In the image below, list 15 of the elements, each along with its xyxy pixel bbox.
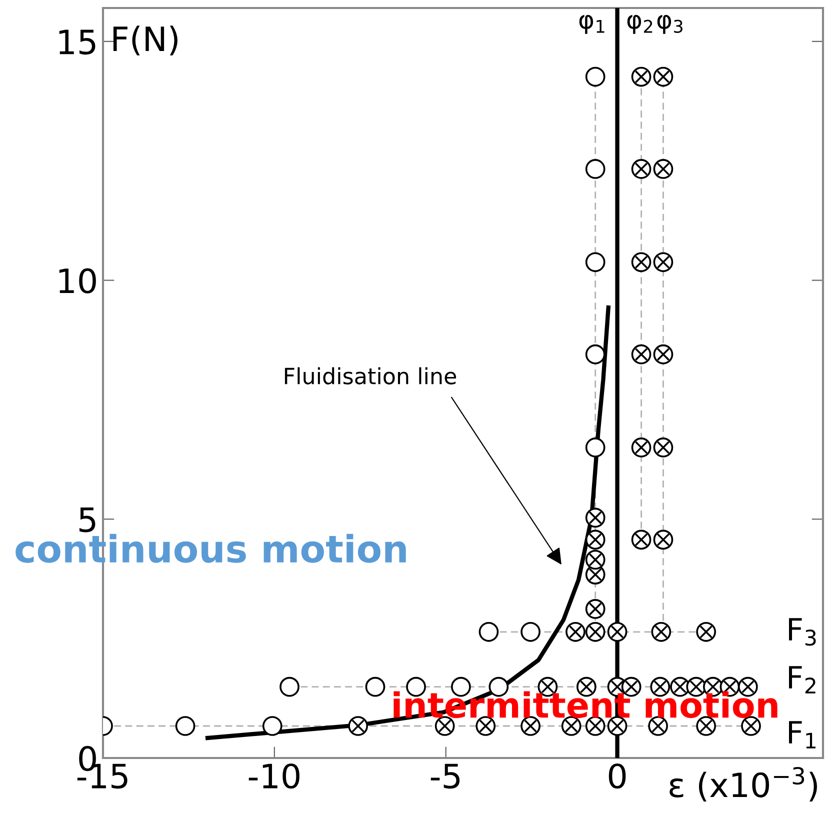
annotation: φ$_{1}$ — [579, 14, 604, 34]
annotation: F$_{2}$ — [789, 666, 816, 694]
y-axis-title: F(N) — [113, 26, 178, 56]
x-tick-label: -10 — [248, 763, 300, 789]
x-axis-title: ε (x10$^{−3}$) — [670, 766, 817, 802]
y-tick-label: 15 — [59, 30, 96, 55]
y-tick-label: 5 — [80, 508, 96, 532]
annotation: F$_{3}$ — [789, 618, 816, 646]
x-tick-label: 0 — [608, 763, 626, 789]
annotation: φ$_{3}$ — [657, 14, 682, 34]
annotation: φ$_{2}$ — [627, 14, 652, 34]
x-tick-label: -5 — [430, 764, 460, 789]
y-tick-label: 10 — [59, 268, 96, 294]
annotation: F$_{1}$ — [789, 721, 816, 748]
annotation: Fluidisation line — [284, 367, 456, 384]
